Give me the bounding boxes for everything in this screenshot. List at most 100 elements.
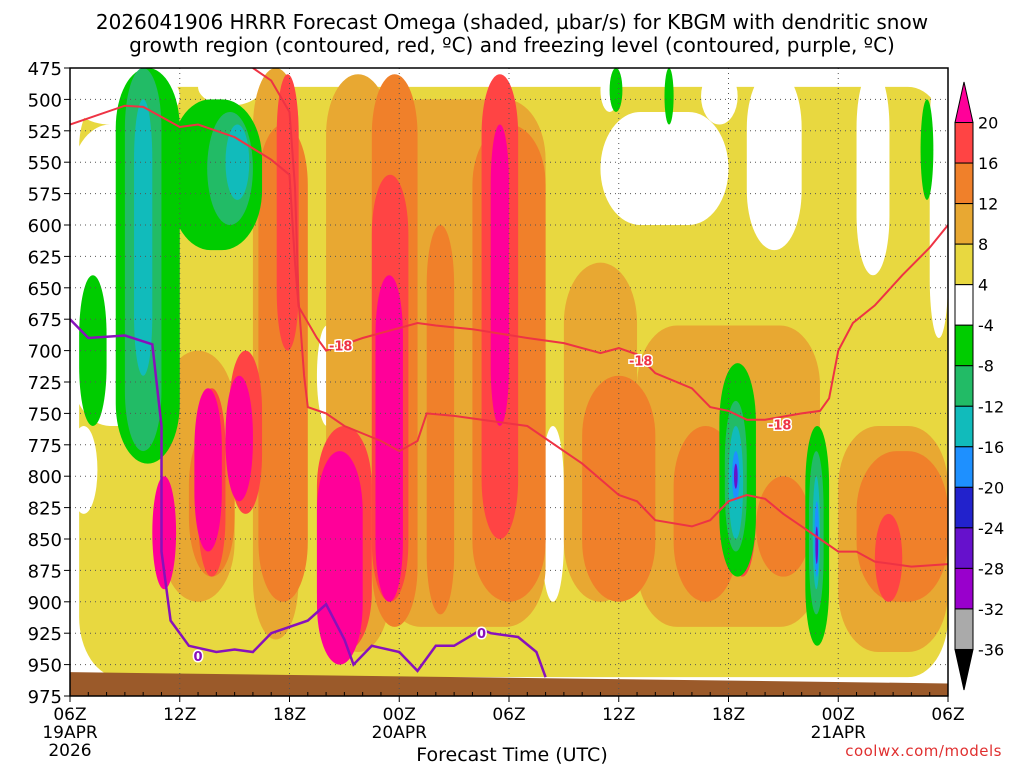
colorbar-segment-1 (954, 122, 974, 164)
omega-oranged-9 (856, 451, 948, 602)
chart-title-line2: growth region (contoured, red, ºC) and f… (129, 33, 895, 57)
omega-white-hole-47 (929, 68, 948, 339)
omega-white-hole-27z (541, 425, 564, 602)
contour-dgz-upper (70, 104, 948, 421)
x-tick-label-6: 12Z (163, 705, 196, 725)
dgz-contour-label-1: -18 (629, 355, 653, 370)
x-tick-label-12: 18Z (273, 705, 306, 725)
colorbar-label-13: -36 (978, 640, 1004, 659)
colorbar-cap-top (954, 81, 974, 124)
colorbar-label-6: -8 (978, 357, 994, 376)
omega-purple-2 (815, 526, 819, 565)
omega-green-4 (609, 68, 623, 112)
y-tick-label-650: 650 (28, 279, 62, 300)
colorbar-label-9: -20 (978, 478, 1004, 497)
y-tick-label-525: 525 (28, 122, 62, 143)
colorbar-label-5: -4 (978, 316, 994, 335)
y-tick-label-575: 575 (28, 185, 62, 206)
omega-green-6 (920, 99, 934, 200)
x-tick-label-42: 00Z (822, 705, 855, 725)
fzl-contour-label-0: 0 (194, 650, 203, 665)
y-tick-label-500: 500 (28, 90, 62, 111)
omega-oranged-4 (426, 225, 455, 615)
colorbar-label-3: 8 (978, 235, 988, 254)
colorbar-segment-10 (954, 486, 974, 529)
colorbar-label-11: -28 (978, 559, 1004, 578)
colorbar-label-2: 12 (978, 195, 998, 214)
y-tick-label-675: 675 (28, 310, 62, 331)
x-date-label-18: 20APR (372, 723, 428, 743)
y-tick-label-900: 900 (28, 593, 62, 614)
colorbar-segment-8 (954, 405, 974, 448)
omega-white-hole-18 (198, 68, 263, 106)
colorbar-label-4: 4 (978, 276, 988, 295)
colorbar-segment-4 (954, 243, 974, 286)
colorbar-segment-2 (954, 162, 974, 205)
y-tick-label-825: 825 (28, 499, 62, 520)
chart-title-line1: 2026041906 HRRR Forecast Omega (shaded, … (95, 10, 929, 34)
colorbar-segment-12 (954, 567, 974, 610)
colorbar-segment-6 (954, 324, 974, 367)
omega-white-hole-44 (856, 68, 890, 276)
omega-white-left-edge (70, 425, 98, 514)
y-tick-label-600: 600 (28, 216, 62, 237)
omega-white-hole-35 (701, 68, 738, 125)
x-tick-label-48: 06Z (931, 705, 964, 725)
y-tick-label-750: 750 (28, 404, 62, 425)
colorbar-label-8: -16 (978, 438, 1004, 457)
y-tick-label-850: 850 (28, 530, 62, 551)
colorbar-segment-5 (954, 284, 974, 326)
credit-text: coolwx.com/models (845, 742, 1002, 760)
omega-magenta-3 (225, 375, 253, 502)
x-date-label-0: 19APR (42, 723, 98, 743)
omega-white-hole-35b (600, 111, 729, 225)
y-tick-label-475: 475 (28, 59, 62, 80)
x-tick-label-36: 18Z (712, 705, 745, 725)
colorbar-label-1: 16 (978, 154, 998, 173)
colorbar-label-12: -32 (978, 600, 1004, 619)
colorbar-label-10: -24 (978, 519, 1004, 538)
y-tick-label-775: 775 (28, 436, 62, 457)
omega-magenta-6 (490, 124, 509, 426)
omega-magenta-2 (194, 388, 222, 552)
y-tick-label-700: 700 (28, 342, 62, 363)
plot-area: -18 -18 -18 0 0 (70, 68, 948, 696)
colorbar-segment-11 (954, 527, 974, 569)
y-tick-label-925: 925 (28, 624, 62, 645)
y-tick-label-550: 550 (28, 153, 62, 174)
colorbar-label-0: 20 (978, 114, 998, 133)
colorbar-cap-bottom (954, 648, 974, 691)
colorbar-segment-13 (954, 608, 974, 650)
fzl-contour-label-1: 0 (477, 627, 486, 642)
omega-green-5 (664, 68, 674, 125)
colorbar-label-7: -12 (978, 397, 1004, 416)
omega-red-3 (276, 74, 299, 351)
omega-green-1 (79, 275, 107, 426)
omega-red-8 (874, 513, 903, 602)
colorbar-segment-3 (954, 203, 974, 245)
contour-dgz-lower (252, 68, 948, 568)
y-tick-label-950: 950 (28, 656, 62, 677)
x-tick-label-0: 06Z (53, 705, 86, 725)
y-tick-label-975: 975 (28, 687, 62, 708)
y-tick-label-875: 875 (28, 561, 62, 582)
x-tick-label-24: 06Z (492, 705, 525, 725)
x-tick-label-30: 12Z (602, 705, 635, 725)
omega-magenta-1 (152, 476, 177, 590)
x-axis-label: Forecast Time (UTC) (416, 744, 608, 766)
x-date-label-42: 21APR (811, 723, 867, 743)
y-tick-label-725: 725 (28, 373, 62, 394)
colorbar-segment-9 (954, 446, 974, 488)
omega-white-hole-38 (746, 68, 802, 251)
dgz-contour-label-0: -18 (329, 340, 353, 355)
y-tick-label-625: 625 (28, 247, 62, 268)
x-tick-label-18: 00Z (383, 705, 416, 725)
freezing-level-contour (70, 318, 547, 678)
x-year-label-0: 2026 (48, 741, 91, 761)
omega-magenta-5 (375, 275, 403, 602)
y-tick-label-800: 800 (28, 467, 62, 488)
dgz-contour-label-2: -18 (768, 419, 792, 434)
omega-cyan-1 (134, 99, 153, 376)
colorbar-segment-7 (954, 365, 974, 407)
